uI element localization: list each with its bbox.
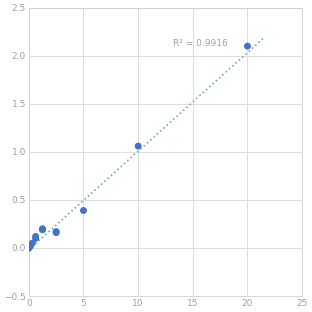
Point	[40, 227, 45, 232]
Point	[40, 226, 45, 231]
Point	[136, 144, 141, 149]
Point	[26, 246, 31, 251]
Text: R² = 0.9916: R² = 0.9916	[173, 39, 228, 48]
Point	[30, 241, 35, 246]
Point	[245, 44, 250, 49]
Point	[54, 229, 59, 234]
Point	[81, 208, 86, 213]
Point	[28, 244, 33, 249]
Point	[33, 236, 38, 241]
Point	[54, 230, 59, 235]
Point	[33, 234, 38, 239]
